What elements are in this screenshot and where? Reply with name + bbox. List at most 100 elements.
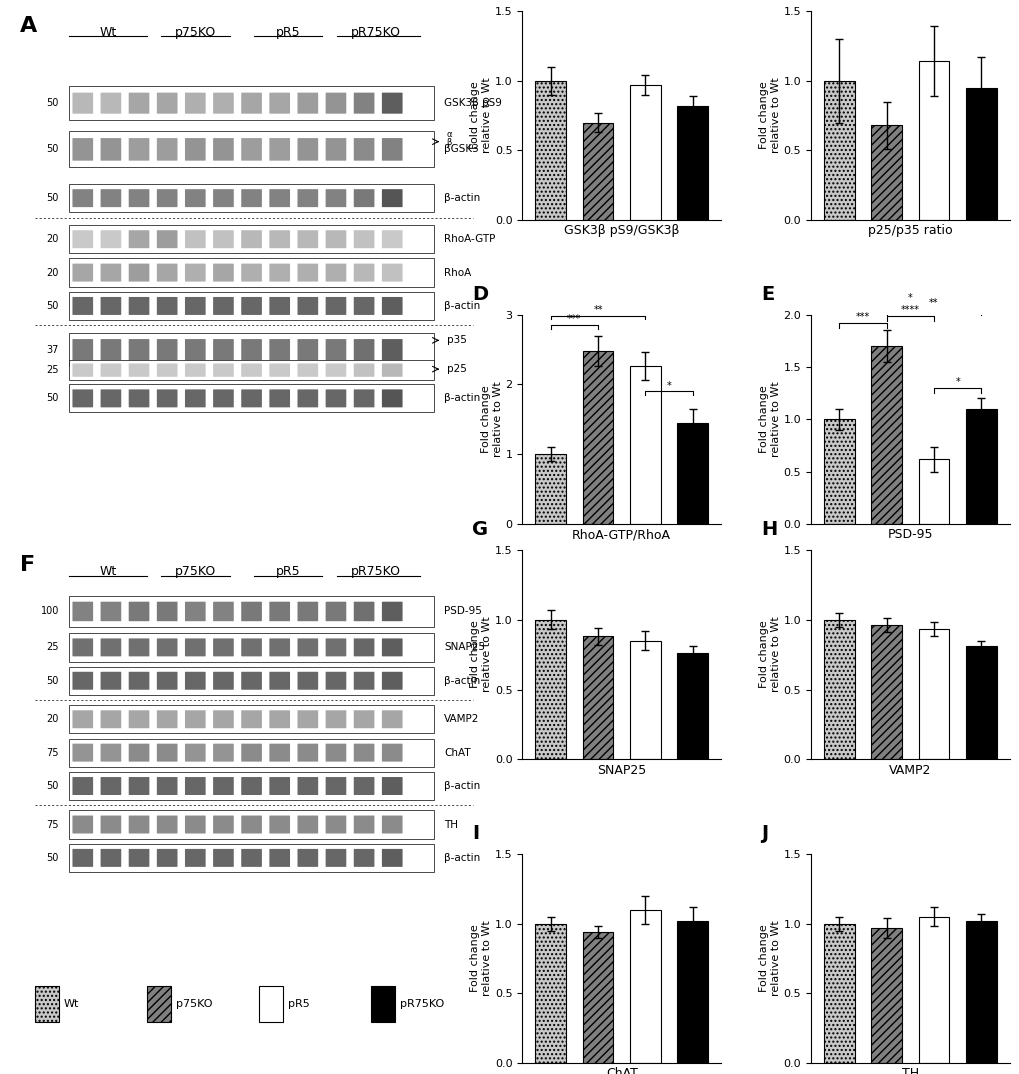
FancyBboxPatch shape xyxy=(68,739,434,767)
FancyBboxPatch shape xyxy=(72,848,93,867)
FancyBboxPatch shape xyxy=(213,189,233,207)
FancyBboxPatch shape xyxy=(325,263,346,281)
Text: β-actin: β-actin xyxy=(443,193,480,203)
Text: pR75KO: pR75KO xyxy=(351,26,400,39)
FancyBboxPatch shape xyxy=(213,848,233,867)
FancyBboxPatch shape xyxy=(298,743,318,761)
Text: β-actin: β-actin xyxy=(443,676,480,686)
FancyBboxPatch shape xyxy=(354,297,374,315)
FancyBboxPatch shape xyxy=(68,596,434,627)
Text: 50: 50 xyxy=(47,193,59,203)
FancyBboxPatch shape xyxy=(213,339,233,360)
Bar xyxy=(918,916,949,1063)
FancyBboxPatch shape xyxy=(381,601,403,621)
Bar xyxy=(582,122,612,220)
FancyBboxPatch shape xyxy=(72,297,93,315)
Text: 50: 50 xyxy=(47,144,59,155)
Text: p75KO: p75KO xyxy=(176,999,212,1010)
FancyBboxPatch shape xyxy=(242,189,262,207)
X-axis label: VAMP2: VAMP2 xyxy=(889,764,930,777)
FancyBboxPatch shape xyxy=(68,87,434,120)
Text: J: J xyxy=(760,824,767,843)
FancyBboxPatch shape xyxy=(68,226,434,253)
FancyBboxPatch shape xyxy=(72,815,93,833)
FancyBboxPatch shape xyxy=(184,230,206,248)
FancyBboxPatch shape xyxy=(298,671,318,690)
FancyBboxPatch shape xyxy=(157,363,177,377)
FancyBboxPatch shape xyxy=(242,230,262,248)
FancyBboxPatch shape xyxy=(128,263,149,281)
Text: 50: 50 xyxy=(47,98,59,108)
FancyBboxPatch shape xyxy=(354,743,374,761)
Bar xyxy=(535,620,566,759)
FancyBboxPatch shape xyxy=(213,297,233,315)
FancyBboxPatch shape xyxy=(298,848,318,867)
FancyBboxPatch shape xyxy=(213,638,233,656)
Bar xyxy=(823,419,854,524)
Text: p25: p25 xyxy=(446,364,466,374)
FancyBboxPatch shape xyxy=(354,263,374,281)
FancyBboxPatch shape xyxy=(101,263,121,281)
FancyBboxPatch shape xyxy=(325,848,346,867)
Y-axis label: Fold change
relative to Wt: Fold change relative to Wt xyxy=(758,616,780,693)
FancyBboxPatch shape xyxy=(298,390,318,407)
FancyBboxPatch shape xyxy=(184,601,206,621)
FancyBboxPatch shape xyxy=(269,139,289,161)
FancyBboxPatch shape xyxy=(101,230,121,248)
FancyBboxPatch shape xyxy=(269,848,289,867)
FancyBboxPatch shape xyxy=(68,333,434,366)
Text: 50: 50 xyxy=(47,853,59,862)
Y-axis label: Fold change
relative to Wt: Fold change relative to Wt xyxy=(470,77,491,154)
FancyBboxPatch shape xyxy=(157,743,177,761)
Bar xyxy=(582,637,612,759)
FancyBboxPatch shape xyxy=(128,339,149,360)
FancyBboxPatch shape xyxy=(269,363,289,377)
FancyBboxPatch shape xyxy=(68,667,434,695)
Bar xyxy=(630,910,660,1063)
FancyBboxPatch shape xyxy=(184,189,206,207)
FancyBboxPatch shape xyxy=(298,139,318,161)
FancyBboxPatch shape xyxy=(128,230,149,248)
FancyBboxPatch shape xyxy=(213,710,233,728)
FancyBboxPatch shape xyxy=(184,339,206,360)
FancyBboxPatch shape xyxy=(325,710,346,728)
Text: pR5: pR5 xyxy=(287,999,310,1010)
Bar xyxy=(630,641,660,759)
FancyBboxPatch shape xyxy=(101,92,121,114)
FancyBboxPatch shape xyxy=(101,189,121,207)
FancyBboxPatch shape xyxy=(298,710,318,728)
FancyBboxPatch shape xyxy=(128,743,149,761)
FancyBboxPatch shape xyxy=(269,263,289,281)
FancyBboxPatch shape xyxy=(68,384,434,412)
FancyBboxPatch shape xyxy=(157,230,177,248)
FancyBboxPatch shape xyxy=(381,139,403,161)
FancyBboxPatch shape xyxy=(101,815,121,833)
FancyBboxPatch shape xyxy=(325,390,346,407)
FancyBboxPatch shape xyxy=(184,263,206,281)
Y-axis label: Fold change
relative to Wt: Fold change relative to Wt xyxy=(758,381,780,458)
FancyBboxPatch shape xyxy=(242,139,262,161)
FancyBboxPatch shape xyxy=(101,743,121,761)
FancyBboxPatch shape xyxy=(72,638,93,656)
Bar xyxy=(582,351,612,524)
FancyBboxPatch shape xyxy=(325,92,346,114)
Text: β: β xyxy=(446,139,451,147)
FancyBboxPatch shape xyxy=(213,671,233,690)
FancyBboxPatch shape xyxy=(242,638,262,656)
Text: F: F xyxy=(20,555,35,575)
FancyBboxPatch shape xyxy=(298,638,318,656)
FancyBboxPatch shape xyxy=(269,815,289,833)
FancyBboxPatch shape xyxy=(269,710,289,728)
FancyBboxPatch shape xyxy=(381,848,403,867)
FancyBboxPatch shape xyxy=(269,339,289,360)
FancyBboxPatch shape xyxy=(72,777,93,795)
Y-axis label: Fold change
relative to Wt: Fold change relative to Wt xyxy=(470,920,491,997)
FancyBboxPatch shape xyxy=(101,848,121,867)
Text: pR5: pR5 xyxy=(275,565,301,578)
Text: βGSK3: βGSK3 xyxy=(443,144,479,155)
Text: 20: 20 xyxy=(47,267,59,277)
FancyBboxPatch shape xyxy=(128,848,149,867)
Text: p35: p35 xyxy=(446,335,466,346)
FancyBboxPatch shape xyxy=(325,139,346,161)
FancyBboxPatch shape xyxy=(354,848,374,867)
